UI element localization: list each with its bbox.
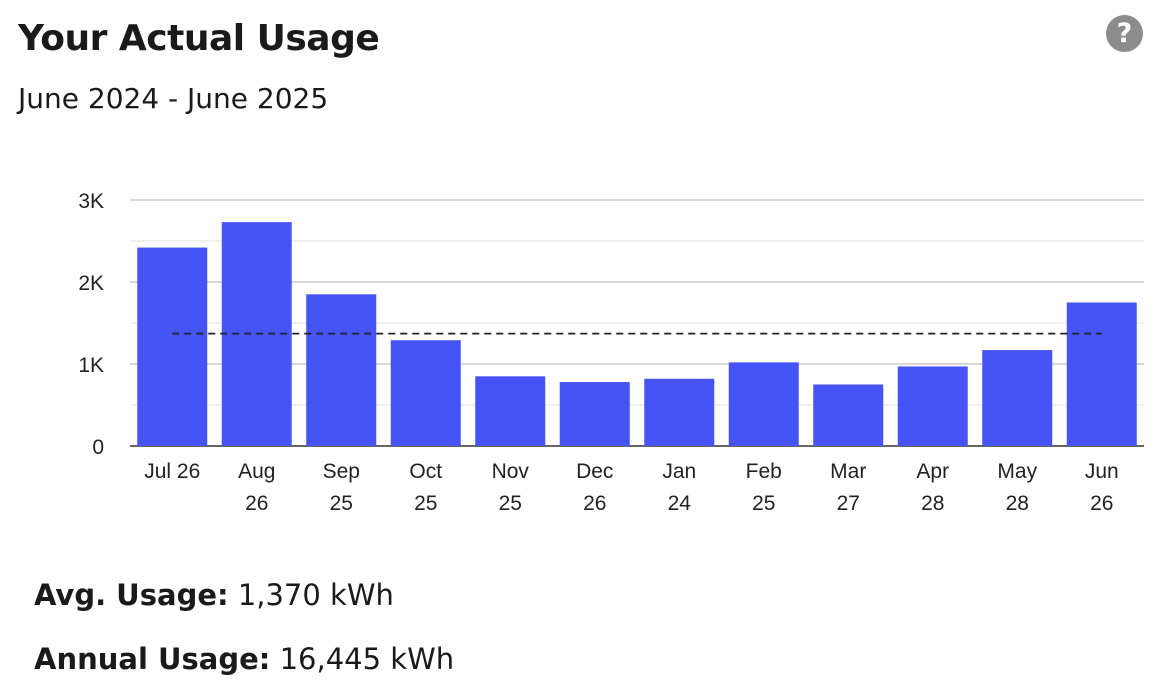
- x-tick-label: Dec: [576, 460, 613, 483]
- x-axis-ticks: Jul 26 Aug 26 Sep 25 Oct 25 Nov 25 Dec 26 Jan 24 Feb 2…: [144, 460, 1118, 515]
- x-tick-label: Mar: [830, 460, 866, 483]
- x-tick-label: Sep: [323, 460, 360, 483]
- x-tick-label: 25: [499, 492, 522, 515]
- x-tick-label: Oct: [409, 460, 442, 483]
- x-tick-label: Apr: [916, 460, 949, 483]
- x-tick-label: 26: [1090, 492, 1113, 515]
- x-tick-label: Feb: [746, 460, 782, 483]
- x-tick-label: 27: [837, 492, 860, 515]
- y-tick-label: 3K: [78, 190, 104, 213]
- usage-bar[interactable]: [813, 384, 884, 447]
- x-tick-label: 26: [583, 492, 606, 515]
- usage-bar[interactable]: [559, 382, 630, 446]
- help-icon[interactable]: ?: [1106, 15, 1143, 52]
- usage-bar[interactable]: [306, 294, 377, 446]
- avg-usage-label: Avg. Usage:: [34, 578, 229, 612]
- usage-bar[interactable]: [982, 350, 1053, 446]
- x-tick-label: Nov: [492, 460, 530, 483]
- x-tick-label: 25: [414, 492, 437, 515]
- usage-bar[interactable]: [897, 366, 968, 446]
- bar-layer: [137, 222, 1137, 446]
- x-tick-label: Aug: [238, 460, 275, 483]
- grid-layer: [130, 199, 1144, 447]
- avg-usage-value: 1,370 kWh: [237, 578, 394, 612]
- x-tick-label: Jul 26: [144, 460, 200, 483]
- x-tick-label: 24: [668, 492, 692, 515]
- date-range-subtitle: June 2024 - June 2025: [18, 82, 329, 115]
- x-tick-label: 25: [330, 492, 353, 515]
- annual-usage-label: Annual Usage:: [34, 642, 271, 676]
- usage-bar[interactable]: [1066, 302, 1137, 447]
- x-tick-label: 28: [921, 492, 944, 515]
- avg-usage-stat: Avg. Usage: 1,370 kWh: [34, 578, 394, 612]
- usage-bar[interactable]: [644, 378, 715, 446]
- x-tick-label: Jun: [1085, 460, 1119, 483]
- usage-bar[interactable]: [390, 340, 461, 446]
- annual-usage-value: 16,445 kWh: [279, 642, 455, 676]
- y-tick-label: 1K: [78, 354, 104, 377]
- x-tick-label: Jan: [662, 460, 696, 483]
- usage-bar[interactable]: [137, 247, 208, 446]
- x-tick-label: 28: [1006, 492, 1029, 515]
- x-tick-label: 26: [245, 492, 268, 515]
- y-tick-label: 2K: [78, 272, 104, 295]
- page-title: Your Actual Usage: [18, 18, 380, 59]
- usage-bar[interactable]: [728, 362, 799, 446]
- x-tick-label: May: [997, 460, 1037, 483]
- usage-bar[interactable]: [475, 376, 546, 446]
- x-tick-label: 25: [752, 492, 775, 515]
- annual-usage-stat: Annual Usage: 16,445 kWh: [34, 642, 454, 676]
- y-axis-ticks: 0 1K 2K 3K: [78, 190, 104, 459]
- y-tick-label: 0: [92, 436, 104, 459]
